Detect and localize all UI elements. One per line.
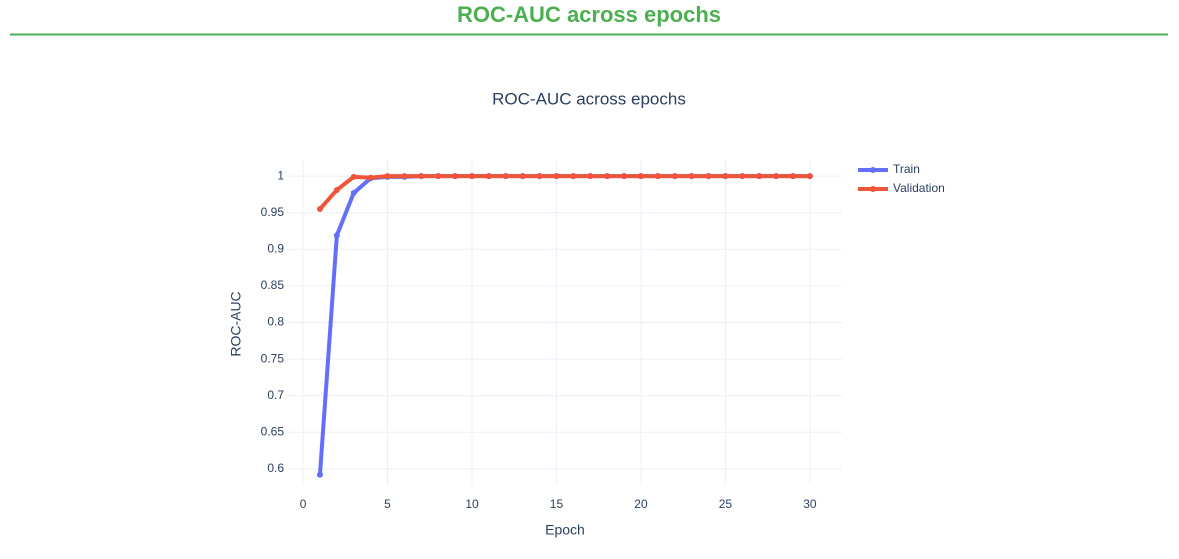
x-tick-label: 15: [550, 497, 564, 511]
legend-marker: [870, 186, 876, 192]
point: [367, 174, 374, 181]
y-tick-label: 0.95: [261, 205, 285, 219]
point: [671, 173, 678, 180]
point: [722, 173, 729, 180]
point: [790, 173, 797, 180]
y-tick-label: 0.85: [261, 278, 285, 292]
point: [773, 173, 780, 180]
x-axis-title: Epoch: [545, 522, 585, 538]
point: [333, 187, 340, 194]
y-axis-title: ROC-AUC: [228, 291, 244, 356]
legend-label: Train: [893, 162, 920, 176]
point: [654, 173, 661, 180]
point: [705, 173, 712, 180]
x-tick-label: 0: [300, 497, 307, 511]
point: [350, 173, 357, 180]
point: [316, 206, 323, 213]
point: [806, 173, 813, 180]
x-tick-label: 10: [465, 497, 479, 511]
point: [435, 173, 442, 180]
point: [452, 173, 459, 180]
y-tick-label: 1: [277, 168, 284, 182]
point: [485, 173, 492, 180]
point: [350, 189, 357, 196]
point: [739, 173, 746, 180]
legend-marker: [870, 167, 876, 173]
point: [688, 173, 695, 180]
chart-title: ROC-AUC across epochs: [492, 89, 686, 108]
point: [536, 173, 543, 180]
point: [333, 232, 340, 239]
y-tick-label: 0.6: [267, 461, 284, 475]
point: [401, 173, 408, 180]
series-line: [317, 174, 810, 475]
x-tick-label: 20: [634, 497, 648, 511]
y-tick-label: 0.9: [267, 241, 284, 255]
point: [519, 173, 526, 180]
point: [502, 173, 509, 180]
point: [384, 173, 391, 180]
page-title: ROC-AUC across epochs: [457, 2, 721, 27]
point: [637, 173, 644, 180]
y-tick-label: 0.75: [261, 351, 285, 365]
point: [621, 173, 628, 180]
y-tick-label: 0.8: [267, 315, 284, 329]
series-line: [318, 174, 810, 211]
y-tick-label: 0.65: [261, 424, 285, 438]
point: [316, 471, 323, 478]
point: [469, 173, 475, 180]
x-tick-label: 5: [384, 497, 391, 511]
point: [756, 173, 763, 180]
y-tick-label: 0.7: [267, 388, 284, 402]
point: [418, 173, 425, 180]
point: [553, 173, 560, 180]
point: [570, 173, 577, 180]
legend-label: Validation: [893, 181, 945, 195]
x-tick-label: 25: [719, 497, 733, 511]
point: [587, 173, 594, 180]
x-tick-label: 30: [803, 497, 817, 511]
point: [604, 173, 611, 180]
